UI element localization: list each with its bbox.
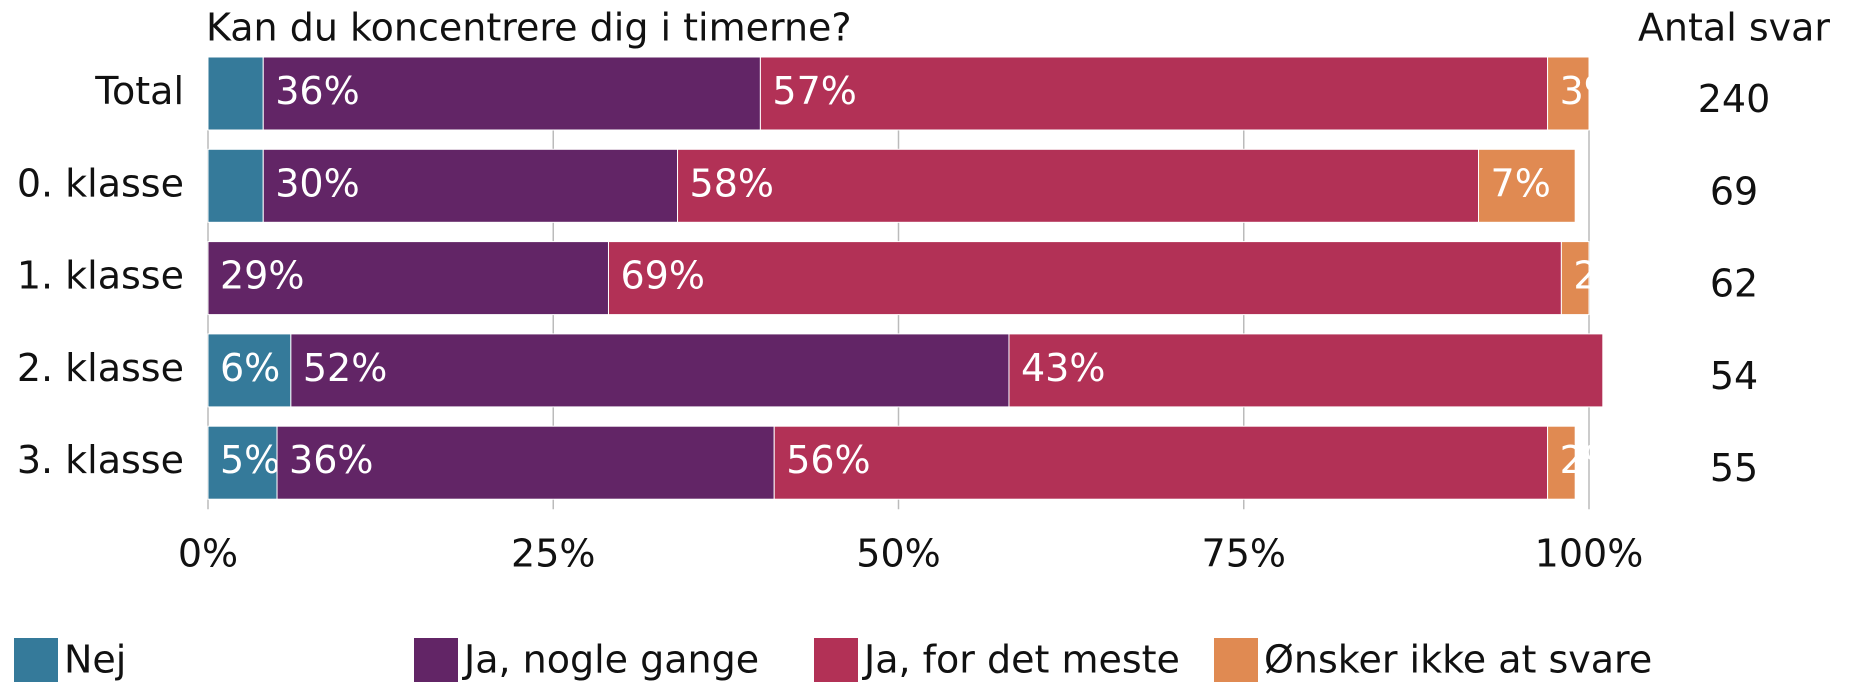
y-tick-label: 1. klasse (17, 254, 184, 298)
y-tick-label: 3. klasse (17, 438, 184, 482)
chart-title: Kan du koncentrere dig i timerne? (206, 6, 852, 50)
bar-segment (207, 241, 609, 316)
data-label: 57% (772, 69, 856, 113)
bar-segment (262, 148, 679, 223)
x-tick-label: 50% (856, 532, 940, 576)
data-label: 30% (275, 161, 359, 205)
data-label: 36% (289, 438, 373, 482)
bar-segment (207, 56, 264, 131)
bar-segment (677, 148, 1480, 223)
bar-segment (773, 425, 1549, 500)
x-tick-label: 0% (178, 532, 238, 576)
bar-segment (207, 333, 292, 408)
data-label: 6% (220, 346, 280, 390)
data-label: 2% (1573, 254, 1633, 298)
data-label: 58% (690, 161, 774, 205)
count-title: Antal svar (1638, 6, 1830, 50)
bar-segment (1547, 425, 1576, 500)
bar-segment (290, 333, 1010, 408)
count-value: 55 (1710, 446, 1758, 490)
legend-label: Ønsker ikke at svare (1264, 638, 1652, 682)
data-label: 7% (1491, 161, 1551, 205)
legend-label: Ja, nogle gange (462, 638, 759, 682)
y-tick-label: 2. klasse (17, 346, 184, 390)
legend-swatch (814, 638, 858, 682)
bar-segment (1547, 56, 1590, 131)
legend-swatch (14, 638, 58, 682)
count-value: 54 (1710, 354, 1758, 398)
count-value: 240 (1698, 77, 1771, 121)
data-label: 56% (786, 438, 870, 482)
data-label: 3% (1560, 69, 1620, 113)
legend-swatch (414, 638, 458, 682)
x-tick-label: 75% (1202, 532, 1286, 576)
bar-segment (1478, 148, 1576, 223)
data-label: 2% (1560, 438, 1620, 482)
data-label: 52% (303, 346, 387, 390)
legend-swatch (1214, 638, 1258, 682)
data-label: 36% (275, 69, 359, 113)
data-label: 29% (220, 254, 304, 298)
bar-segment (1560, 241, 1590, 316)
bar-segment (759, 56, 1549, 131)
bar-segment (207, 425, 278, 500)
data-label: 5% (220, 438, 280, 482)
x-tick-label: 25% (511, 532, 595, 576)
count-value: 69 (1710, 169, 1758, 213)
y-tick-label: 0. klasse (17, 161, 184, 205)
count-value: 62 (1710, 262, 1758, 306)
legend-label: Nej (64, 638, 126, 682)
bar-segment (1008, 333, 1604, 408)
legend-label: Ja, for det meste (862, 638, 1180, 682)
bar-segment (276, 425, 775, 500)
bar-segment (262, 56, 761, 131)
x-tick-label: 100% (1535, 532, 1644, 576)
data-label: 43% (1021, 346, 1105, 390)
y-tick-label: Total (94, 69, 184, 113)
data-label: 69% (620, 254, 704, 298)
bar-segment (207, 148, 264, 223)
bar-segment (607, 241, 1562, 316)
